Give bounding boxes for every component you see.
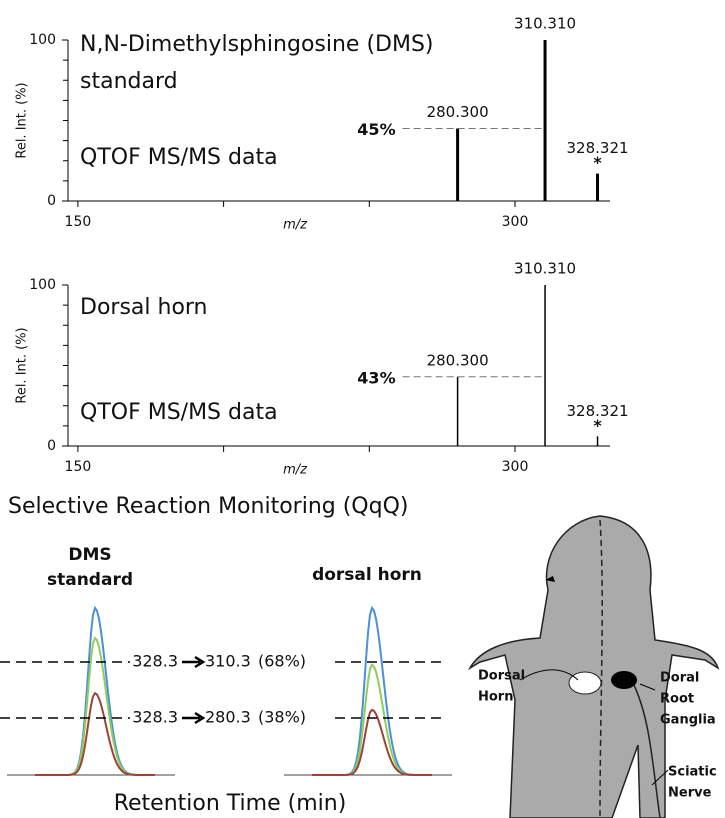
transition-to: 310.3 — [205, 652, 251, 671]
spine — [599, 519, 603, 818]
reference-label: 45% — [357, 120, 395, 139]
panel-title: dorsal horn — [312, 565, 422, 585]
peak-label: 280.300 — [427, 103, 489, 121]
nerve — [633, 684, 661, 818]
chart-title: N,N-Dimethylsphingosine (DMS) — [80, 32, 434, 57]
trace — [312, 605, 432, 776]
rat-diagram — [467, 515, 720, 818]
peak-note: * — [593, 416, 602, 435]
pointer — [519, 669, 579, 681]
y-tick-label: 100 — [29, 277, 56, 293]
trace — [312, 708, 432, 776]
trace — [35, 605, 155, 776]
x-tick-label: 300 — [502, 459, 529, 475]
peak-label: 328.321 — [567, 139, 629, 157]
peak-label: 280.300 — [427, 351, 489, 369]
y-tick-label: 0 — [47, 193, 56, 209]
arrow — [182, 711, 206, 725]
transition-to: 280.3 — [205, 708, 251, 727]
diagram-label: Sciatic — [668, 765, 717, 780]
chart-title: Dorsal horn — [80, 295, 208, 320]
trace — [35, 691, 155, 776]
transition-from: 328.3 — [132, 652, 178, 671]
transition-ratio: (38%) — [258, 708, 306, 727]
diagram-label: Horn — [478, 690, 513, 705]
x-axis-label: m/z — [283, 463, 308, 478]
pointer — [651, 769, 669, 786]
diagram-label: Doral — [660, 671, 699, 686]
x-axis-label: m/z — [283, 218, 308, 233]
peak-label: 310.310 — [514, 260, 576, 278]
body-outline — [467, 515, 720, 818]
section-title: Selective Reaction Monitoring (QqQ) — [8, 494, 408, 519]
transition-from: 328.3 — [132, 708, 178, 727]
peak-label: 328.321 — [567, 402, 629, 420]
y-tick-label: 100 — [29, 32, 56, 48]
dorsal-horn-section — [568, 671, 602, 695]
annotation: QTOF MS/MS data — [80, 145, 278, 170]
eye — [545, 576, 555, 582]
peak-label: 310.310 — [514, 15, 576, 33]
diagram-label: Dorsal — [478, 669, 525, 684]
diagram-label: Nerve — [668, 786, 712, 801]
panel-title: DMS — [68, 545, 111, 565]
trace — [312, 663, 432, 776]
y-axis-label: Rel. Int. (%) — [15, 82, 30, 158]
annotation: QTOF MS/MS data — [80, 400, 278, 425]
arrow — [182, 655, 206, 669]
transition-ratio: (68%) — [258, 652, 306, 671]
peak-note: * — [593, 153, 602, 172]
x-tick-label: 150 — [65, 214, 92, 230]
diagram-label: Ganglia — [660, 713, 716, 728]
ganglion — [611, 671, 637, 689]
x-axis-label: Retention Time (min) — [114, 791, 347, 816]
y-tick-label: 0 — [47, 438, 56, 454]
diagram-label: Root — [660, 692, 694, 707]
chart-subtitle: standard — [80, 69, 178, 94]
x-tick-label: 150 — [65, 459, 92, 475]
panel-title: standard — [47, 570, 133, 590]
pointer — [639, 683, 656, 691]
y-axis-label: Rel. Int. (%) — [15, 327, 30, 403]
x-tick-label: 300 — [502, 214, 529, 230]
reference-label: 43% — [357, 368, 395, 387]
